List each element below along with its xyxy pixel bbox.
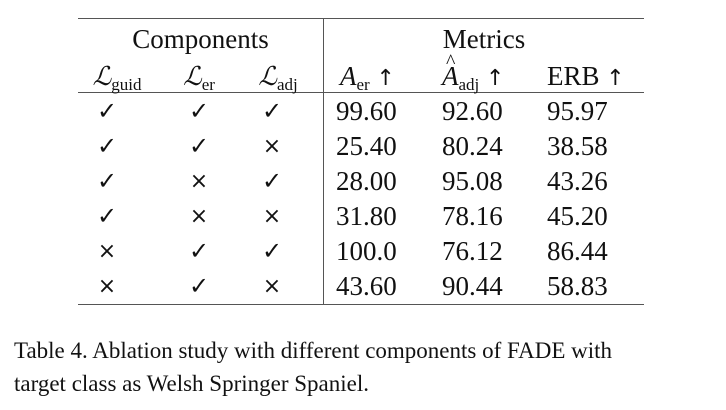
check-icon: ✓ (188, 237, 210, 265)
erb-value: 43.26 (547, 166, 608, 196)
col-header-l-guid: ℒguid (92, 62, 142, 94)
check-icon: ✓ (188, 97, 210, 125)
a-er-value: 100.0 (336, 236, 397, 266)
check-icon: ✓ (188, 272, 210, 300)
col-header-a-adj: Aadj ↑ (442, 44, 522, 94)
cross-icon: × (262, 274, 282, 299)
check-icon: ✓ (96, 132, 118, 160)
metrics-group-header: Metrics (442, 24, 526, 54)
check-icon: ✓ (96, 202, 118, 230)
erb-value: 86.44 (547, 236, 608, 266)
col-header-erb: ERB ↑ (547, 61, 625, 91)
a-er-value: 25.40 (336, 131, 397, 161)
check-icon: ✓ (96, 167, 118, 195)
a-adj-value: 80.24 (442, 131, 503, 161)
a-adj-value: 95.08 (442, 166, 503, 196)
check-icon: ✓ (188, 132, 210, 160)
a-er-value: 28.00 (336, 166, 397, 196)
column-divider (323, 18, 324, 305)
caption-line-2: target class as Welsh Springer Spaniel. (14, 371, 370, 396)
ablation-table: Components Metrics ℒguid ℒer ℒadj Aer ↑ … (78, 18, 644, 306)
a-er-value: 43.60 (336, 271, 397, 301)
table-row: ✓ ✓ × 25.40 80.24 38.58 (78, 129, 644, 164)
cross-icon: × (97, 274, 117, 299)
up-arrow-icon: ↑ (376, 66, 395, 91)
a-adj-value: 76.12 (442, 236, 503, 266)
cross-icon: × (189, 169, 209, 194)
cross-icon: × (262, 134, 282, 159)
caption-line-1: Table 4. Ablation study with different c… (14, 338, 613, 363)
table-caption: Table 4. Ablation study with different c… (14, 334, 714, 400)
table-row: × ✓ ✓ 100.0 76.12 86.44 (78, 234, 644, 269)
erb-value: 95.97 (547, 96, 608, 126)
a-er-value: 31.80 (336, 201, 397, 231)
a-adj-value: 78.16 (442, 201, 503, 231)
a-er-value: 99.60 (336, 96, 397, 126)
table-row: ✓ × × 31.80 78.16 45.20 (78, 199, 644, 234)
cross-icon: × (262, 204, 282, 229)
table-bottom-rule (78, 304, 644, 305)
up-arrow-icon: ↑ (486, 66, 505, 91)
erb-value: 45.20 (547, 201, 608, 231)
a-adj-value: 90.44 (442, 271, 503, 301)
erb-value: 58.83 (547, 271, 608, 301)
up-arrow-icon: ↑ (606, 66, 625, 91)
erb-value: 38.58 (547, 131, 608, 161)
check-icon: ✓ (96, 97, 118, 125)
col-header-l-er: ℒer (183, 62, 215, 94)
check-icon: ✓ (261, 237, 283, 265)
cross-icon: × (189, 204, 209, 229)
table-top-rule (78, 18, 644, 19)
header-rule (78, 92, 644, 93)
check-icon: ✓ (261, 167, 283, 195)
col-header-l-adj: ℒadj (258, 62, 298, 94)
cross-icon: × (97, 239, 117, 264)
check-icon: ✓ (261, 97, 283, 125)
col-header-a-er: Aer ↑ (340, 61, 395, 94)
table-row: ✓ × ✓ 28.00 95.08 43.26 (78, 164, 644, 199)
table-row: ✓ ✓ ✓ 99.60 92.60 95.97 (78, 94, 644, 129)
components-group-header: Components (132, 24, 269, 54)
a-adj-value: 92.60 (442, 96, 503, 126)
table-row: × ✓ × 43.60 90.44 58.83 (78, 269, 644, 304)
